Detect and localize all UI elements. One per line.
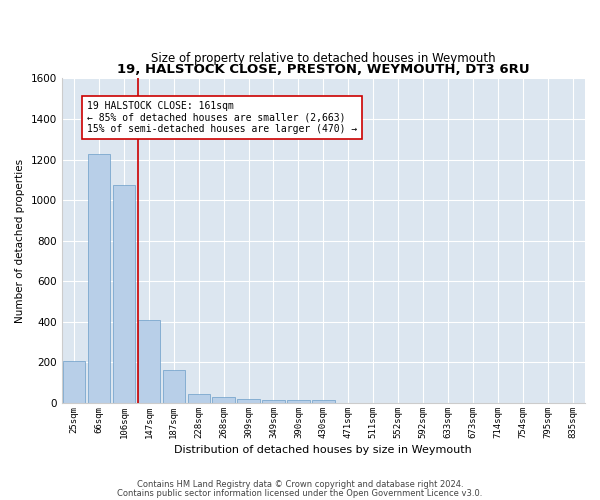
Title: 19, HALSTOCK CLOSE, PRESTON, WEYMOUTH, DT3 6RU: 19, HALSTOCK CLOSE, PRESTON, WEYMOUTH, D… [117, 63, 530, 76]
Bar [163, 370, 185, 403]
Bar [188, 394, 210, 403]
Text: Contains HM Land Registry data © Crown copyright and database right 2024.: Contains HM Land Registry data © Crown c… [137, 480, 463, 489]
Bar [63, 362, 85, 403]
Bar [212, 398, 235, 403]
Text: 19 HALSTOCK CLOSE: 161sqm
← 85% of detached houses are smaller (2,663)
15% of se: 19 HALSTOCK CLOSE: 161sqm ← 85% of detac… [86, 100, 357, 134]
Bar [238, 400, 260, 403]
Bar [137, 320, 160, 403]
Bar [113, 185, 135, 403]
Bar [262, 400, 285, 403]
Y-axis label: Number of detached properties: Number of detached properties [15, 158, 25, 323]
Bar [287, 400, 310, 403]
Text: Contains public sector information licensed under the Open Government Licence v3: Contains public sector information licen… [118, 490, 482, 498]
X-axis label: Distribution of detached houses by size in Weymouth: Distribution of detached houses by size … [175, 445, 472, 455]
Bar [312, 400, 335, 403]
Text: Size of property relative to detached houses in Weymouth: Size of property relative to detached ho… [151, 52, 496, 66]
Bar [88, 154, 110, 403]
